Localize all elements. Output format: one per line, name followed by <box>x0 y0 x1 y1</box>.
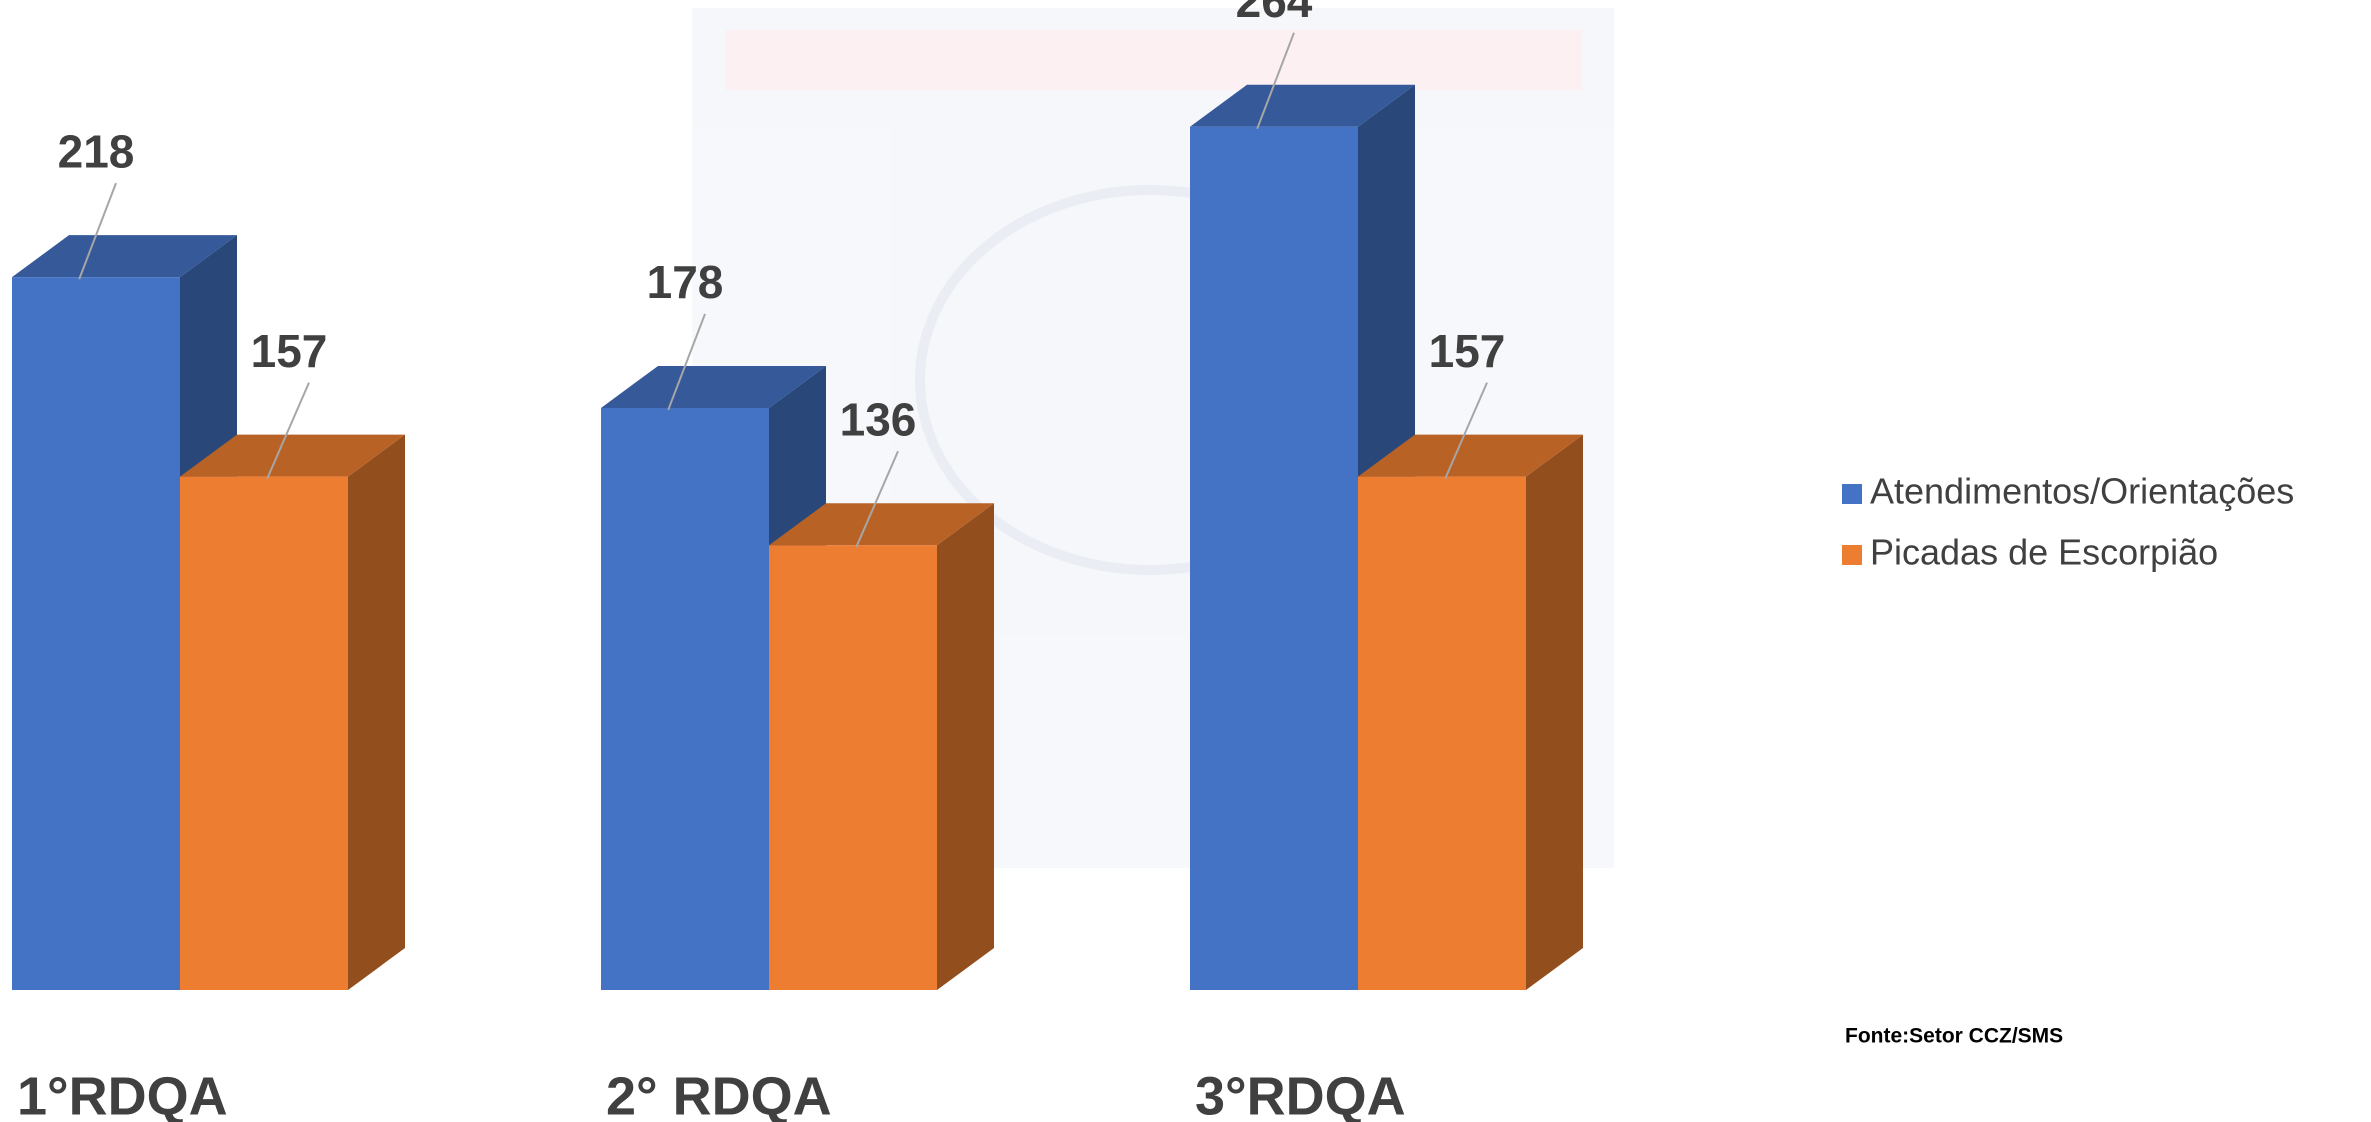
leader-line <box>266 382 310 480</box>
x-tick-label: 3°RDQA <box>1195 1066 1406 1122</box>
data-label: 178 <box>647 256 724 308</box>
bar-top <box>180 434 405 477</box>
legend-swatch <box>1842 484 1862 504</box>
data-label: 264 <box>1236 0 1313 27</box>
bar-top <box>12 235 237 278</box>
bar-side <box>1526 434 1583 990</box>
legend-label: Picadas de Escorpião <box>1870 532 2218 573</box>
data-label: 157 <box>251 325 328 377</box>
data-label: 157 <box>1429 325 1506 377</box>
data-label: 136 <box>840 393 917 445</box>
leader-line <box>855 450 899 548</box>
bar-front <box>12 277 180 990</box>
bar-top <box>769 503 994 546</box>
bar <box>180 434 405 990</box>
bar-top <box>1190 84 1415 127</box>
x-tick-label: 2° RDQA <box>606 1066 832 1122</box>
bar-front <box>1190 126 1358 991</box>
leader-line <box>667 313 706 411</box>
bar <box>769 503 994 990</box>
bar-front <box>769 545 937 990</box>
bar-front <box>180 476 348 990</box>
x-tick-label: 1°RDQA <box>17 1066 228 1122</box>
bar-top <box>1358 434 1583 477</box>
leader-line <box>1444 382 1488 480</box>
bar-front <box>601 407 769 990</box>
legend-label: Atendimentos/Orientações <box>1870 471 2294 512</box>
watermark-band <box>725 30 1582 90</box>
bar-top <box>601 365 826 408</box>
leader-line <box>1256 32 1295 130</box>
bar-front <box>1358 476 1526 990</box>
legend-swatch <box>1842 545 1862 565</box>
bar <box>1358 434 1583 990</box>
bar-side <box>348 434 405 990</box>
bar-side <box>937 503 994 990</box>
data-label: 218 <box>58 125 135 177</box>
source-note: Fonte:Setor CCZ/SMS <box>1845 1025 2063 1048</box>
leader-line <box>78 182 117 280</box>
